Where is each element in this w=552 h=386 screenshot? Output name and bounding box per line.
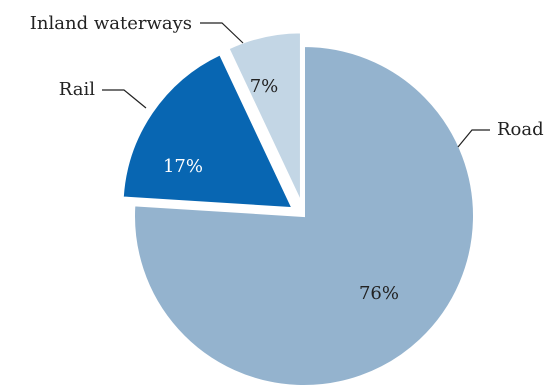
leader-line-rail <box>102 89 147 109</box>
pie-slice-road <box>133 44 475 386</box>
pie-slice-rail <box>121 52 295 210</box>
leader-line-road <box>457 129 490 148</box>
category-label-rail: Rail <box>59 79 95 100</box>
leader-line-inland-waterways <box>200 22 244 44</box>
pie-slices <box>121 31 475 386</box>
category-label-inland-waterways: Inland waterways <box>30 13 192 34</box>
value-label-road: 76% <box>359 283 399 304</box>
pie-category-labels: Inland waterways Rail Road <box>30 13 544 148</box>
category-label-road: Road <box>497 119 544 140</box>
pie-value-labels: 76% 17% 7% <box>163 76 399 304</box>
pie-slice-inland-waterways <box>227 31 302 203</box>
value-label-rail: 17% <box>163 156 203 177</box>
value-label-inland-waterways: 7% <box>250 76 279 97</box>
